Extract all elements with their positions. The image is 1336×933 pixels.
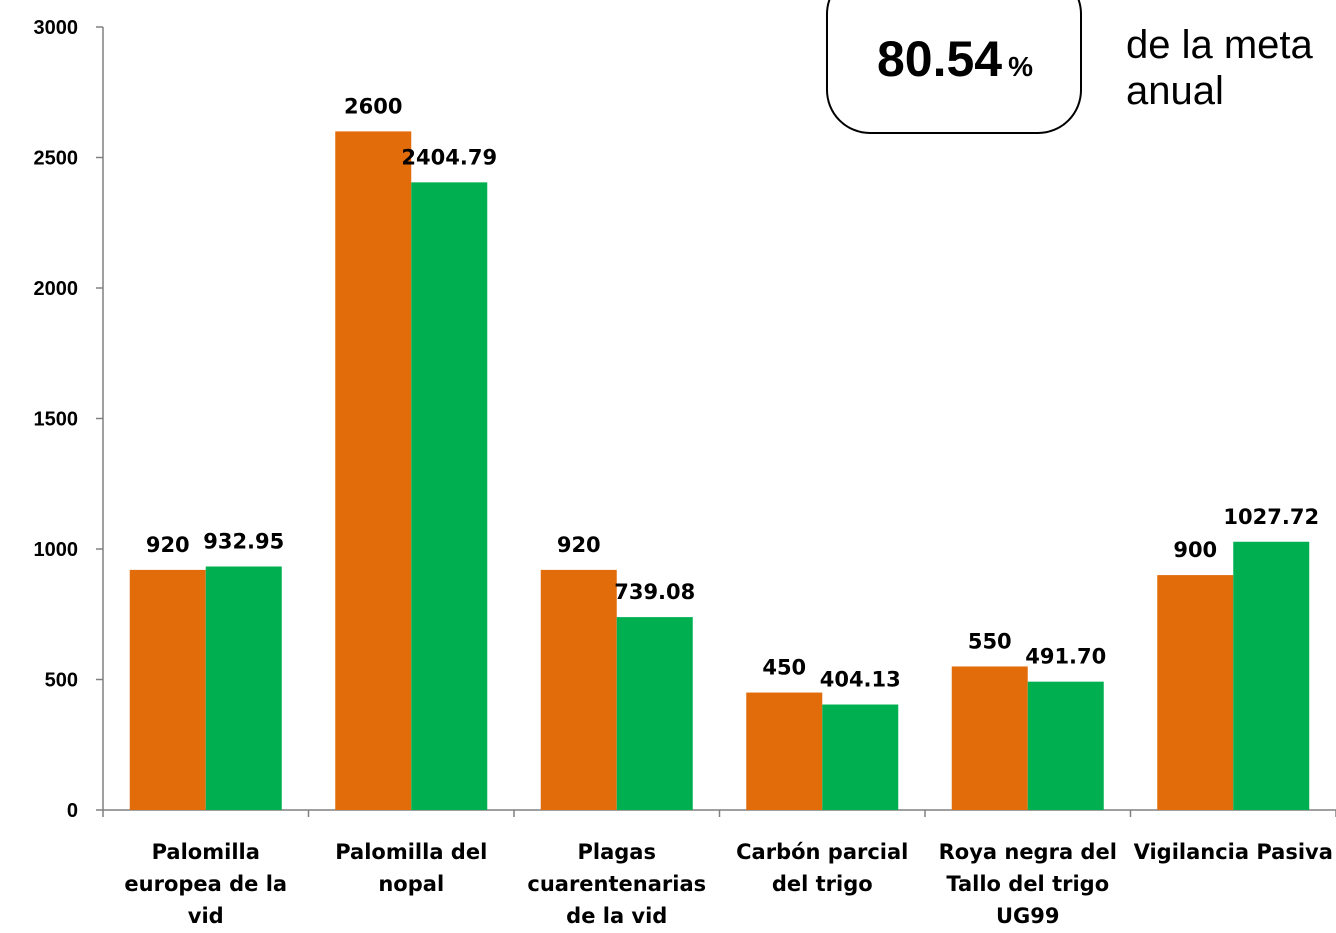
chart-bars [129, 131, 1310, 811]
data-label-orange: 2600 [344, 94, 402, 118]
data-label-green: 1027.72 [1223, 505, 1319, 529]
category-label-line: Tallo del trigo [946, 872, 1109, 896]
bar-green [616, 617, 693, 810]
bar-orange [746, 692, 823, 810]
y-tick-label: 0 [67, 800, 78, 822]
bar-green [411, 182, 488, 811]
y-tick-label: 2500 [34, 148, 79, 170]
category-label-line: Carbón parcial [736, 840, 908, 864]
bar-orange [129, 569, 206, 810]
category-label: Carbón parcial del trigo [736, 840, 908, 896]
category-label-line: Roya negra del [939, 840, 1117, 864]
data-label-orange: 550 [968, 629, 1012, 653]
data-label-green: 2404.79 [401, 145, 497, 169]
y-tick-label: 1500 [34, 409, 79, 431]
category-label-line: nopal [378, 872, 444, 896]
category-label-line: vid [188, 904, 224, 928]
data-label-orange: 920 [557, 533, 601, 557]
bar-orange [335, 131, 412, 810]
data-label-orange: 450 [762, 656, 806, 680]
category-label: Plagas cuarentenarias de la vid [527, 840, 706, 928]
category-label-line: Vigilancia Pasiva [1134, 840, 1333, 864]
bar-orange [1157, 575, 1234, 810]
category-label: Palomilla del nopal [335, 840, 487, 896]
category-label-line: UG99 [996, 904, 1060, 928]
bar-green [822, 704, 899, 810]
y-tick-label: 3000 [34, 17, 79, 39]
data-label-green: 404.13 [820, 668, 901, 692]
category-label-line: de la vid [566, 904, 667, 928]
category-label-line: Plagas [578, 840, 656, 864]
y-tick-label: 2000 [34, 278, 79, 300]
category-label: Vigilancia Pasiva [1134, 840, 1333, 864]
y-tick-label: 500 [45, 670, 78, 692]
data-label-orange: 920 [146, 533, 190, 557]
callout-value: 80.54% [860, 30, 1050, 88]
callout-percent-sign: % [1008, 51, 1034, 82]
chart-category-labels: Palomilla europea de la vid Palomilla del no… [124, 840, 1333, 928]
category-label: Roya negra del Tallo del trigo UG99 [939, 840, 1117, 928]
category-label: Palomilla europea de la vid [124, 840, 287, 928]
data-label-green: 491.70 [1025, 645, 1106, 669]
callout-caption-line-2: anual [1126, 69, 1224, 113]
data-label-green: 739.08 [614, 580, 695, 604]
bar-green [205, 566, 282, 810]
data-label-green: 932.95 [203, 530, 284, 554]
category-label-line: cuarentenarias [527, 872, 706, 896]
bar-green [1027, 681, 1104, 810]
y-tick-label: 1000 [34, 539, 79, 561]
bar-green [1233, 541, 1310, 810]
chart-data-labels: 920 932.95 2600 2404.79 920 739.08 450 404.13 55… [146, 94, 1319, 691]
callout-percentage: 80.54 [876, 31, 1003, 87]
callout-box [826, 0, 1082, 134]
category-label-line: del trigo [772, 872, 873, 896]
data-label-orange: 900 [1173, 538, 1217, 562]
bar-orange [540, 569, 617, 810]
bar-orange [951, 666, 1028, 810]
category-label-line: europea de la [124, 872, 287, 896]
category-label-line: Palomilla del [335, 840, 487, 864]
callout-caption: de la meta anual [1126, 22, 1331, 114]
chart-axes: 0 500 1000 1500 2000 2500 3000 [34, 17, 1336, 822]
callout-caption-line-1: de la meta [1126, 23, 1313, 67]
category-label-line: Palomilla [152, 840, 260, 864]
